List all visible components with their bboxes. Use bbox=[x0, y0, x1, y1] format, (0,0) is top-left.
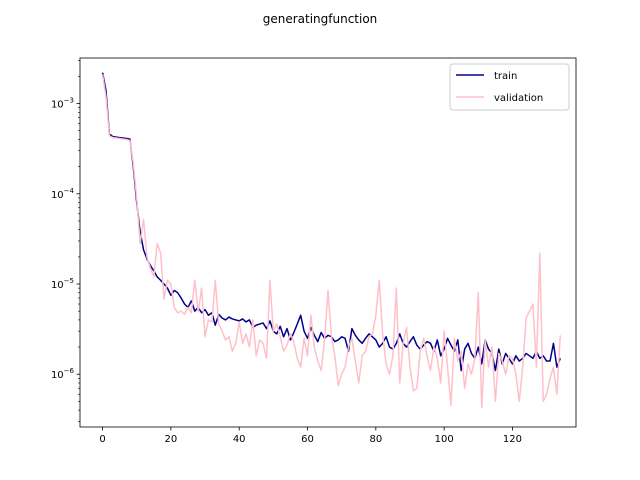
x-tick-label: 0 bbox=[99, 434, 105, 445]
y-tick-label: 10−3 bbox=[51, 97, 74, 111]
y-tick-exponent: −4 bbox=[64, 187, 75, 195]
legend: train validation bbox=[449, 63, 570, 111]
legend-label-train: train bbox=[494, 71, 517, 82]
legend-label-validation: validation bbox=[494, 93, 543, 104]
y-tick-base: 10 bbox=[51, 190, 64, 201]
y-tick-exponent: −3 bbox=[64, 97, 74, 105]
series-line-validation bbox=[101, 74, 562, 409]
y-tick-label: 10−6 bbox=[51, 367, 75, 381]
x-tick-label: 40 bbox=[233, 434, 246, 445]
chart-title: generatingfunction bbox=[263, 12, 378, 26]
y-tick-exponent: −5 bbox=[64, 277, 74, 285]
y-axis: 10−610−510−410−3 bbox=[51, 60, 80, 422]
plot-area bbox=[79, 57, 577, 428]
x-tick-label: 80 bbox=[369, 434, 382, 445]
x-tick-label: 20 bbox=[164, 434, 177, 445]
y-tick-base: 10 bbox=[51, 100, 64, 111]
x-tick-label: 100 bbox=[435, 434, 454, 445]
y-tick-label: 10−4 bbox=[51, 187, 75, 201]
x-tick-label: 120 bbox=[503, 434, 522, 445]
x-tick-label: 60 bbox=[301, 434, 314, 445]
y-tick-base: 10 bbox=[51, 280, 64, 291]
x-axis: 0 20 40 60 80 100 120 bbox=[99, 427, 522, 445]
plot-frame bbox=[79, 57, 577, 428]
y-tick-label: 10−5 bbox=[51, 277, 74, 291]
y-tick-exponent: −6 bbox=[64, 367, 75, 375]
series-lines bbox=[101, 72, 562, 409]
y-tick-base: 10 bbox=[51, 370, 64, 381]
